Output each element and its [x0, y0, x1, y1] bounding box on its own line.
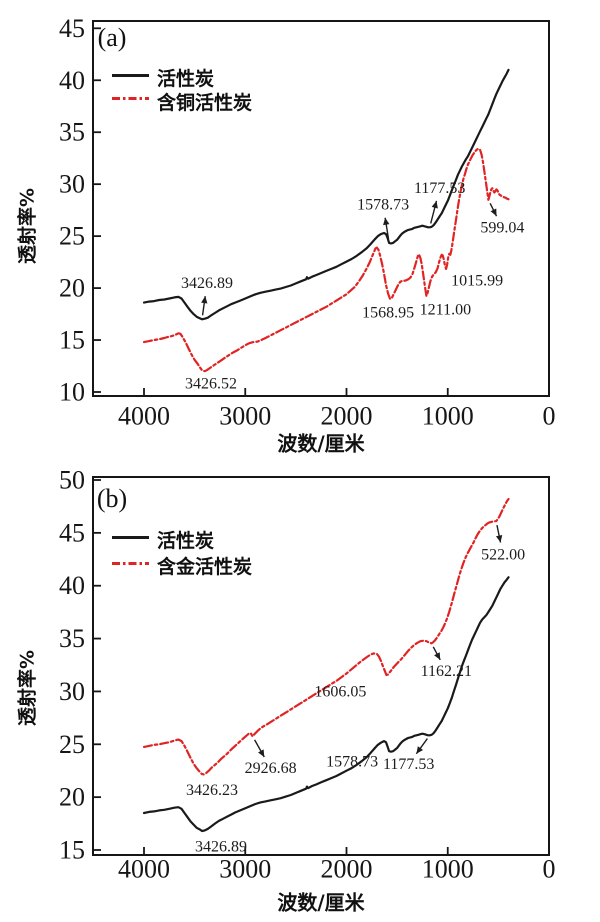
annotation-label: 2926.68 [245, 760, 297, 777]
y-tick-label: 35 [59, 118, 85, 147]
x-tick-label: 0 [543, 402, 556, 431]
legend-a-activated-carbon-label: 活性炭 [157, 68, 215, 90]
annotation-label: 1177.53 [383, 756, 434, 773]
legend-b-solid-line-sample [112, 536, 149, 539]
annotation-arrowhead [201, 296, 208, 304]
x-tick-label: 0 [543, 855, 556, 884]
annotation-label: 3426.52 [185, 376, 237, 393]
panel-a-label: (a) [97, 23, 127, 52]
y-tick-label: 30 [59, 170, 85, 199]
annotation-label: 599.04 [480, 219, 524, 236]
legend-b-activated-carbon-label: 活性炭 [157, 530, 215, 552]
annotation-label: 1578.73 [326, 754, 378, 771]
y-tick-label: 15 [59, 836, 85, 865]
x-tick-label: 4000 [118, 855, 170, 884]
x-tick-label: 3000 [219, 402, 271, 431]
annotation-label: 522.00 [481, 547, 525, 564]
y-tick-label: 30 [59, 677, 85, 706]
y-axis-title-b: 透射率% [16, 649, 39, 727]
annotation-arrowhead [258, 749, 265, 758]
legend-a-dashdot-line-sample [112, 97, 149, 100]
y-tick-label: 20 [59, 783, 85, 812]
annotation-arrowhead [383, 217, 390, 226]
y-tick-label: 40 [59, 571, 85, 600]
curve-activated-carbon [142, 576, 510, 833]
curve-copper-activated-carbon [142, 147, 510, 373]
y-tick-label: 45 [59, 14, 85, 43]
curve-gold-activated-carbon [142, 497, 510, 776]
annotation-label: 1015.99 [451, 272, 503, 289]
plot-box-b [92, 476, 550, 856]
plot-box-a [92, 20, 550, 397]
x-tick-label: 1000 [422, 402, 474, 431]
y-tick-label: 10 [59, 378, 85, 407]
annotation-label: 1162.21 [421, 663, 472, 680]
legend-b-dashdot-line-sample [112, 562, 149, 565]
x-tick-label: 1000 [422, 855, 474, 884]
annotation-arrowhead [434, 652, 441, 660]
annotation-arrowhead [431, 200, 438, 209]
legend-a-copper-activated-carbon-label: 含铜活性炭 [157, 92, 253, 114]
annotation-label: 1606.05 [314, 684, 366, 701]
x-tick-label: 3000 [219, 855, 271, 884]
annotation-arrowhead [495, 534, 503, 543]
panel-b-label: (b) [96, 484, 128, 513]
y-tick-label: 45 [59, 518, 85, 547]
x-tick-label: 2000 [321, 402, 373, 431]
legend-a-solid-line-sample [112, 74, 149, 77]
annotation-label: 3426.23 [186, 782, 238, 799]
annotation-label: 1568.95 [362, 304, 414, 321]
annotation-label: 1177.53 [414, 180, 465, 197]
y-tick-label: 35 [59, 624, 85, 653]
y-tick-label: 20 [59, 274, 85, 303]
annotation-label: 1578.73 [357, 196, 409, 213]
annotation-label: 3426.89 [181, 275, 233, 292]
x-axis-title-a: 波数/厘米 [277, 431, 365, 456]
y-tick-label: 40 [59, 66, 85, 95]
x-tick-label: 4000 [118, 402, 170, 431]
y-tick-label: 25 [59, 730, 85, 759]
annotation-label: 1211.00 [420, 301, 471, 318]
annotation-label: 3426.89 [195, 838, 247, 855]
y-tick-label: 15 [59, 326, 85, 355]
y-axis-title-a: 透射率% [16, 187, 39, 265]
legend-b-gold-activated-carbon-label: 含金活性炭 [157, 556, 253, 578]
curve-activated-carbon [142, 68, 510, 321]
annotation-arrowhead [416, 746, 424, 754]
y-tick-label: 50 [59, 466, 85, 495]
x-tick-label: 2000 [321, 855, 373, 884]
annotation-arrowhead [490, 208, 497, 217]
x-axis-title-b: 波数/厘米 [277, 890, 365, 915]
y-tick-label: 25 [59, 222, 85, 251]
